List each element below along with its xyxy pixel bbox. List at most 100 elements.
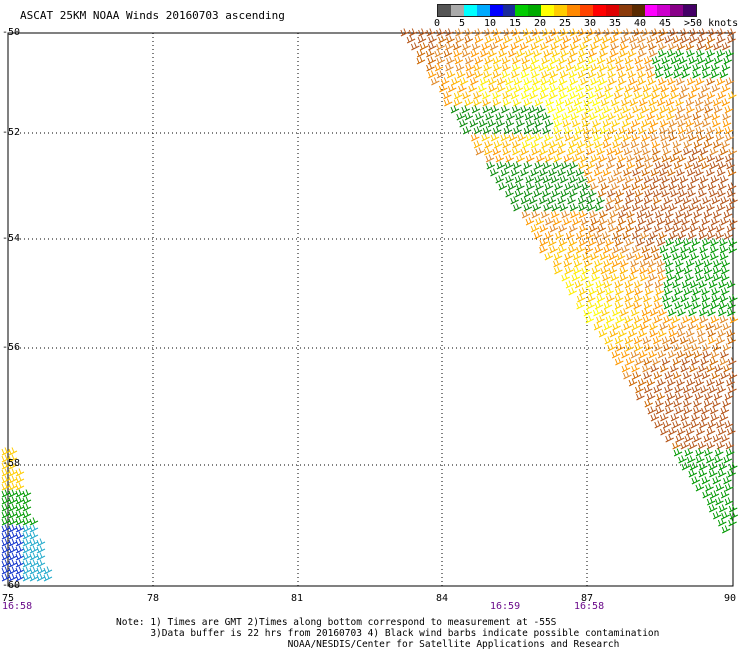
wind-barb: [679, 203, 689, 212]
wind-barb: [574, 126, 584, 135]
scale-label: 5: [459, 18, 466, 29]
wind-barb: [625, 224, 635, 233]
wind-barb: [15, 510, 25, 519]
wind-barb: [685, 98, 695, 107]
wind-barb: [721, 42, 731, 51]
wind-barb: [513, 77, 523, 86]
wind-barb: [661, 189, 670, 198]
wind-barb: [686, 49, 695, 58]
wind-barb: [595, 280, 605, 289]
wind-barb: [688, 245, 698, 254]
wind-barb: [632, 231, 641, 240]
wind-barb: [553, 119, 563, 128]
wind-barb: [570, 112, 580, 121]
wind-barb: [704, 392, 713, 401]
wind-barb: [672, 35, 682, 44]
wind-barb: [434, 63, 444, 72]
wind-barb: [557, 147, 566, 156]
wind-barb: [724, 483, 734, 492]
wind-barb: [701, 119, 711, 128]
wind-barb: [8, 566, 18, 575]
wind-barb: [631, 119, 641, 128]
wind-barb: [690, 252, 700, 261]
wind-barb: [690, 217, 700, 226]
wind-barb: [545, 98, 555, 107]
wind-barb: [560, 49, 569, 58]
wind-barb: [473, 140, 483, 149]
wind-barb: [690, 175, 700, 184]
wind-barb: [666, 112, 675, 121]
wind-barb: [698, 364, 707, 373]
wind-barb: [644, 280, 654, 289]
wind-barb: [568, 49, 578, 58]
wind-barb: [651, 56, 661, 65]
wind-barb: [495, 175, 504, 184]
wind-barb: [553, 217, 562, 226]
wind-barb: [535, 182, 544, 191]
wind-barb: [676, 168, 685, 177]
wind-barb: [554, 35, 563, 44]
wind-barb: [694, 266, 704, 275]
wind-barb: [668, 329, 678, 338]
wind-barb: [619, 42, 629, 51]
wind-barb: [22, 545, 32, 554]
wind-barb: [502, 98, 512, 107]
wind-barb: [489, 42, 499, 51]
wind-barb: [674, 238, 684, 247]
wind-barb: [577, 196, 587, 205]
wind-barb: [662, 252, 672, 261]
wind-barb: [687, 91, 697, 100]
wind-barb: [722, 343, 732, 352]
wind-barb: [451, 77, 461, 86]
wind-barb: [659, 245, 669, 254]
wind-barb: [8, 475, 18, 484]
wind-barb: [613, 105, 623, 114]
wind-barb: [587, 91, 597, 100]
wind-barb: [461, 105, 471, 114]
wind-barb: [642, 147, 651, 156]
wind-barb: [685, 126, 695, 135]
wind-barb: [698, 462, 708, 471]
wind-barb: [616, 315, 625, 324]
wind-barb: [652, 175, 662, 184]
wind-barb: [8, 454, 18, 463]
wind-barb: [602, 168, 612, 177]
wind-barb: [603, 280, 613, 289]
wind-barb: [458, 84, 467, 93]
wind-barb: [699, 315, 709, 324]
wind-barb: [639, 266, 648, 275]
wind-barb: [22, 573, 32, 582]
wind-barb: [483, 147, 493, 156]
wind-barb: [721, 259, 731, 268]
wind-barb: [722, 112, 731, 121]
wind-barb: [661, 175, 670, 184]
wind-barb: [592, 133, 602, 142]
wind-barb: [711, 294, 721, 303]
wind-barb: [621, 364, 631, 373]
wind-barb: [686, 455, 696, 464]
wind-barb: [528, 196, 538, 205]
wind-barb: [694, 98, 704, 107]
wind-barb: [643, 224, 652, 233]
wind-barb: [709, 147, 719, 156]
wind-barb: [681, 70, 690, 79]
wind-barb: [488, 84, 498, 93]
wind-barb: [648, 42, 657, 51]
wind-barb: [698, 231, 708, 240]
wind-barb: [459, 77, 469, 86]
wind-barb: [723, 476, 732, 485]
wind-barb: [668, 42, 677, 51]
wind-barb: [663, 63, 673, 72]
wind-barb: [728, 462, 738, 471]
wind-barb: [540, 84, 549, 93]
color-swatch: [450, 5, 464, 16]
wind-barb: [542, 161, 552, 170]
wind-barb: [601, 35, 611, 44]
wind-barb: [724, 126, 734, 135]
wind-barb: [716, 420, 725, 429]
wind-barb: [630, 140, 640, 149]
wind-barb: [599, 126, 609, 135]
wind-barb: [646, 112, 656, 121]
wind-barb: [670, 84, 680, 93]
wind-barb: [678, 91, 688, 100]
